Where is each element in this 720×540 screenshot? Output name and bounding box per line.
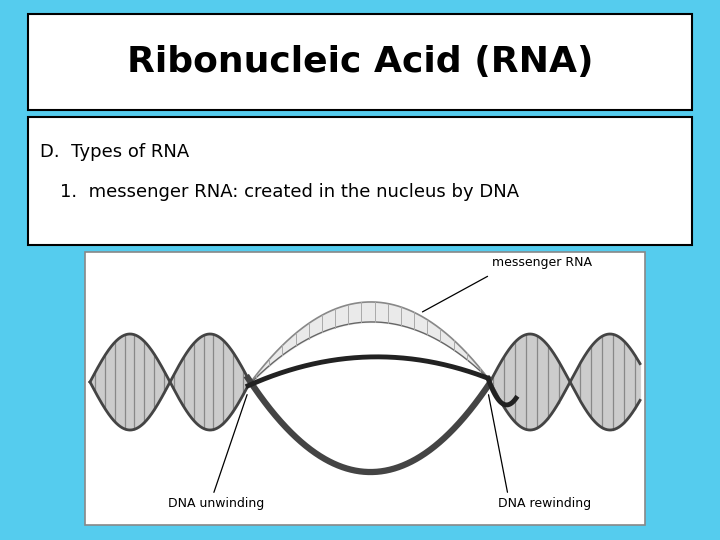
- Text: 1.  messenger RNA: created in the nucleus by DNA: 1. messenger RNA: created in the nucleus…: [60, 183, 519, 201]
- Bar: [28, 117, 692, 245]
- Text: Ribonucleic Acid (RNA): Ribonucleic Acid (RNA): [127, 45, 593, 79]
- Text: D.  Types of RNA: D. Types of RNA: [40, 143, 189, 161]
- Text: DNA rewinding: DNA rewinding: [498, 496, 591, 510]
- Bar: [85, 252, 645, 525]
- Text: DNA unwinding: DNA unwinding: [168, 496, 264, 510]
- Bar: [28, 14, 692, 110]
- Text: messenger RNA: messenger RNA: [492, 256, 592, 269]
